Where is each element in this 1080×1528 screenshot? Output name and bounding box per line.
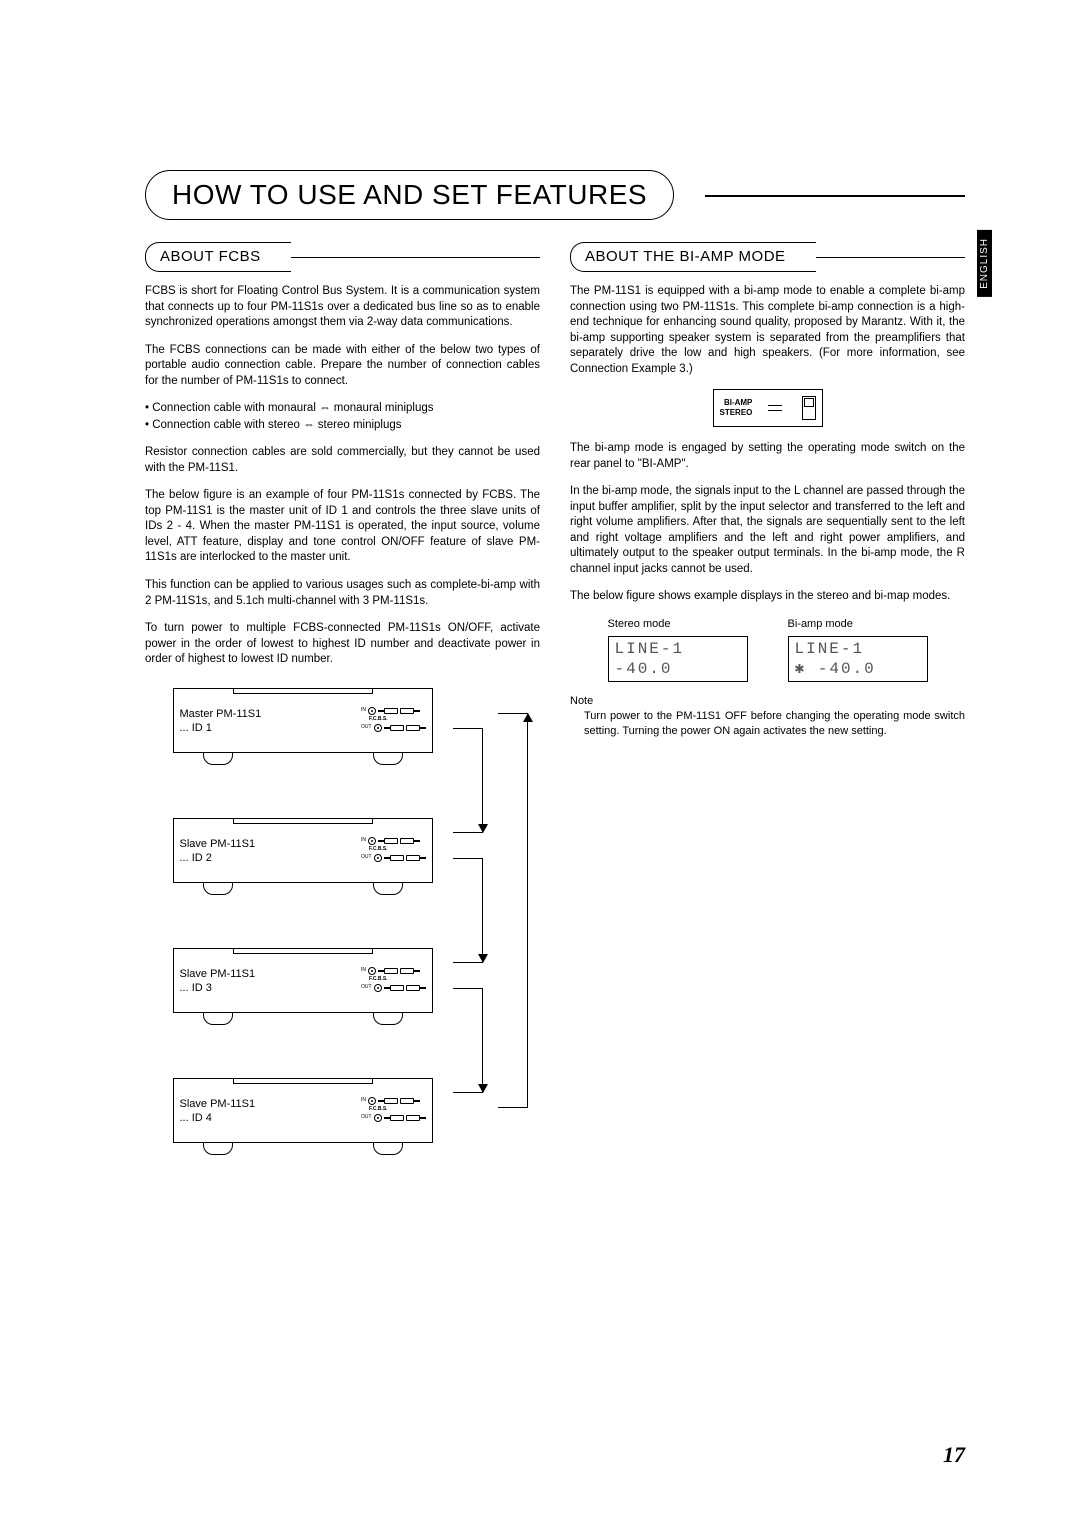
fcbs-cable [453, 728, 483, 833]
fcbs-p2: The FCBS connections can be made with ei… [145, 343, 540, 390]
left-column: ABOUT FCBS FCBS is short for Floating Co… [145, 242, 540, 1208]
language-tab: ENGLISH [977, 230, 992, 297]
fcbs-cable [453, 988, 483, 1093]
fcbs-unit: Slave PM-11S1... ID 2INF.C.B.S.OUT [173, 818, 433, 903]
fcbs-cable [453, 858, 483, 963]
page-number: 17 [943, 1442, 965, 1468]
fcbs-unit: Master PM-11S1... ID 1INF.C.B.S.OUT [173, 688, 433, 773]
mode-switch-figure: BI-AMP STEREO [713, 389, 823, 427]
heading-rule [816, 257, 965, 258]
stereo-lcd: LINE-1 -40.0 [608, 636, 748, 682]
switch-slot [802, 396, 816, 420]
title-rule [705, 195, 965, 197]
bullet-item: Connection cable with stereo ⇔ stereo mi… [145, 418, 540, 434]
right-column: ABOUT THE BI-AMP MODE The PM-11S1 is equ… [570, 242, 965, 1208]
heading-rule [291, 257, 540, 258]
switch-label-biamp: BI-AMP [720, 398, 753, 408]
biamp-lcd: LINE-1 ✱ -40.0 [788, 636, 928, 682]
fcbs-p6: To turn power to multiple FCBS-connected… [145, 621, 540, 668]
stereo-display-col: Stereo mode LINE-1 -40.0 [608, 617, 748, 682]
fcbs-p3: Resistor connection cables are sold comm… [145, 445, 540, 476]
fcbs-unit: Slave PM-11S1... ID 4INF.C.B.S.OUT [173, 1078, 433, 1163]
fcbs-p1: FCBS is short for Floating Control Bus S… [145, 284, 540, 331]
stereo-display-label: Stereo mode [608, 617, 748, 632]
biamp-display-label: Bi-amp mode [788, 617, 928, 632]
biamp-p4: The below figure shows example displays … [570, 589, 965, 605]
biamp-display-col: Bi-amp mode LINE-1 ✱ -40.0 [788, 617, 928, 682]
lcd-line2: -40.0 [615, 659, 741, 679]
biamp-heading: ABOUT THE BI-AMP MODE [570, 242, 816, 272]
display-examples: Stereo mode LINE-1 -40.0 Bi-amp mode LIN… [570, 617, 965, 682]
lcd-line1: LINE-1 [795, 639, 921, 659]
switch-label-stereo: STEREO [720, 408, 753, 418]
lcd-line1: LINE-1 [615, 639, 741, 659]
fcbs-p4: The below figure is an example of four P… [145, 488, 540, 566]
content-columns: ABOUT FCBS FCBS is short for Floating Co… [145, 242, 965, 1208]
fcbs-return-cable [498, 713, 528, 1108]
switch-labels: BI-AMP STEREO [720, 398, 753, 419]
biamp-p3: In the bi-amp mode, the signals input to… [570, 484, 965, 577]
fcbs-unit: Slave PM-11S1... ID 3INF.C.B.S.OUT [173, 948, 433, 1033]
fcbs-heading: ABOUT FCBS [145, 242, 291, 272]
note-body: Turn power to the PM-11S1 OFF before cha… [570, 709, 965, 739]
biamp-p1: The PM-11S1 is equipped with a bi-amp mo… [570, 284, 965, 377]
switch-indicator-lines [768, 405, 782, 411]
fcbs-diagram: Master PM-11S1... ID 1INF.C.B.S.OUT Slave… [173, 688, 513, 1208]
page-title-row: HOW TO USE AND SET FEATURES [145, 170, 965, 220]
cable-bullets: Connection cable with monaural ⇔ monaura… [145, 401, 540, 433]
bullet-item: Connection cable with monaural ⇔ monaura… [145, 401, 540, 417]
lcd-line2: ✱ -40.0 [795, 659, 921, 679]
fcbs-heading-row: ABOUT FCBS [145, 242, 540, 272]
biamp-heading-row: ABOUT THE BI-AMP MODE [570, 242, 965, 272]
biamp-p2: The bi-amp mode is engaged by setting th… [570, 441, 965, 472]
switch-knob [804, 398, 814, 407]
note-label: Note [570, 694, 965, 709]
page-title: HOW TO USE AND SET FEATURES [145, 170, 674, 220]
fcbs-p5: This function can be applied to various … [145, 578, 540, 609]
